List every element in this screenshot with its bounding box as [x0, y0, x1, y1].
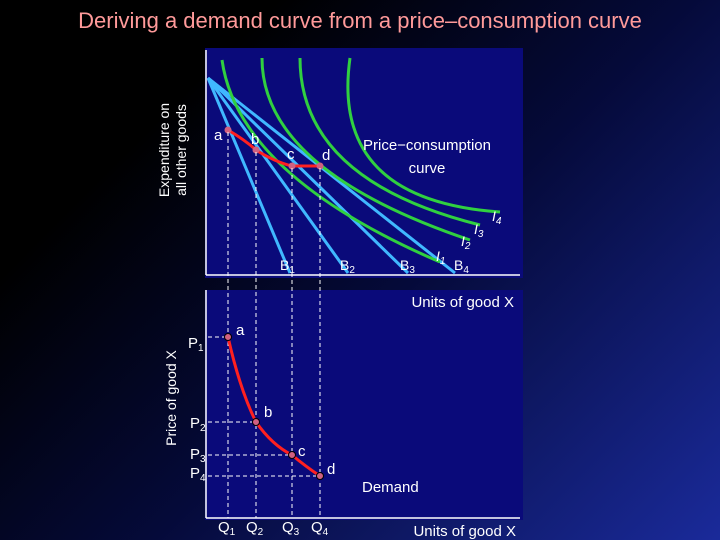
top-label-b: b [251, 131, 259, 148]
projection-lines [227, 132, 321, 518]
bottom-y-axis-label: Price of good X [163, 349, 179, 445]
top-label-c: c [287, 146, 295, 163]
demand-label: Demand [362, 479, 419, 496]
bottom-label-d: d [327, 461, 335, 478]
quantity-label-4: Q4 [311, 519, 329, 538]
price-label-1: P1 [188, 335, 204, 354]
top-point-a [224, 126, 232, 134]
budget-line-4 [207, 76, 456, 275]
budget-lines [206, 76, 456, 275]
indifference-curves [220, 57, 501, 264]
indiff-label-3: I3 [474, 221, 484, 240]
top-point-d [316, 162, 324, 170]
quantity-label-3: Q3 [282, 519, 300, 538]
bottom-point-b [252, 418, 260, 426]
top-y-axis-label-line1: Expenditure on [156, 103, 172, 197]
top-label-a: a [214, 127, 223, 144]
top-point-b [252, 146, 260, 154]
price-label-2: P2 [190, 415, 206, 434]
indifference-curve-1 [220, 59, 441, 264]
bottom-point-a [224, 333, 232, 341]
bottom-label-b: b [264, 404, 272, 421]
bottom-label-a: a [236, 322, 245, 339]
bottom-panel-background [205, 290, 523, 520]
top-point-c [288, 162, 296, 170]
top-x-axis-label: Units of good X [411, 294, 514, 311]
budget-label-4: B4 [454, 257, 469, 276]
budget-line-3 [206, 76, 410, 275]
budget-label-2: B2 [340, 257, 355, 276]
demand-curve [226, 336, 321, 478]
pcc-label-line1: Price−consumption [363, 137, 491, 154]
top-label-d: d [322, 147, 330, 164]
bottom-point-d [316, 472, 324, 480]
top-panel-background [205, 48, 523, 278]
indifference-curve-2 [260, 57, 471, 242]
bottom-x-axis-label: Units of good X [413, 523, 516, 540]
pcc-label-line2: curve [409, 160, 446, 177]
indiff-label-4: I4 [492, 208, 502, 227]
indifference-curve-4 [346, 57, 501, 214]
budget-line-2 [206, 77, 350, 274]
budget-line-1 [206, 77, 292, 274]
budget-label-1: B1 [280, 257, 295, 276]
quantity-label-2: Q2 [246, 519, 264, 538]
top-y-axis-label-line2: all other goods [173, 104, 189, 196]
budget-label-3: B3 [400, 257, 415, 276]
price-label-3: P3 [190, 446, 206, 465]
indifference-curve-3 [298, 57, 481, 227]
page-title: Deriving a demand curve from a price–con… [78, 8, 642, 33]
bottom-point-c [288, 451, 296, 459]
price-label-4: P4 [190, 465, 206, 484]
bottom-label-c: c [298, 443, 306, 460]
indiff-label-1: I1 [436, 248, 445, 267]
quantity-label-1: Q1 [218, 519, 236, 538]
indiff-label-2: I2 [461, 233, 471, 252]
